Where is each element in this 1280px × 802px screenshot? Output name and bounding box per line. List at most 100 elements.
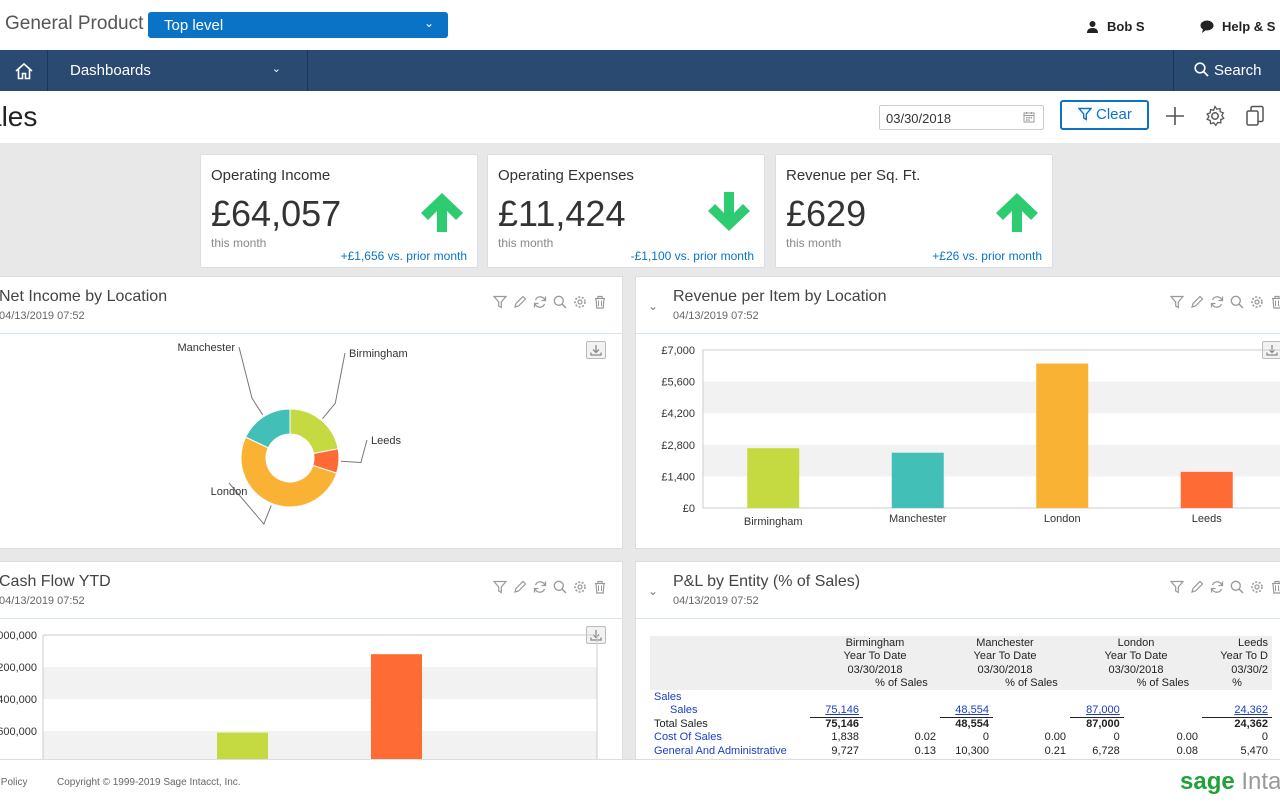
pl-cell	[1124, 704, 1202, 718]
add-icon[interactable]	[1164, 105, 1186, 127]
main-nav: Dashboards ⌄ Search	[0, 50, 1280, 91]
pl-cell: 0.00	[1044, 731, 1066, 744]
bar-manchester[interactable]	[891, 452, 944, 508]
filter-icon[interactable]	[1170, 295, 1184, 309]
pl-cell	[810, 690, 863, 704]
collapse-chevron-icon[interactable]: ⌄	[648, 299, 659, 313]
donut-slice-manchester[interactable]	[244, 408, 291, 449]
pl-row-label[interactable]: Sales	[670, 704, 698, 717]
donut-slice-london[interactable]	[240, 436, 338, 508]
gear-icon[interactable]	[573, 295, 587, 309]
trash-icon[interactable]	[1270, 580, 1280, 594]
panel-timestamp: 04/13/2019 07:52	[673, 310, 759, 322]
zoom-icon[interactable]	[553, 295, 567, 309]
filter-icon	[1077, 107, 1093, 121]
as-of-date-input[interactable]: 03/30/2018	[879, 105, 1044, 130]
pl-entity-name: Birmingham	[810, 636, 940, 650]
home-button[interactable]	[0, 50, 48, 91]
download-button[interactable]	[586, 341, 606, 359]
donut-slice-birmingham[interactable]	[289, 408, 339, 455]
bar-leeds[interactable]	[1180, 471, 1233, 508]
pl-cell: 24,362	[1234, 718, 1268, 730]
pl-row-label[interactable]: Sales	[654, 690, 682, 703]
pl-cell: 87,000	[1086, 718, 1120, 730]
zoom-icon[interactable]	[1230, 580, 1244, 594]
copy-icon[interactable]	[1244, 105, 1266, 127]
edit-icon[interactable]	[1190, 580, 1204, 594]
zoom-icon[interactable]	[553, 580, 567, 594]
pl-date-label: 03/30/2	[1202, 663, 1272, 677]
edit-icon[interactable]	[1190, 295, 1204, 309]
user-menu[interactable]: Bob S	[1086, 19, 1145, 34]
bar-birmingham[interactable]	[747, 448, 800, 508]
logo-sage: sage	[1180, 768, 1235, 795]
refresh-icon[interactable]	[533, 580, 547, 594]
chevron-down-icon: ⌄	[271, 63, 281, 75]
calendar-icon[interactable]	[1023, 111, 1035, 123]
donut-leader-line	[340, 439, 368, 463]
cash-flow-bar[interactable]	[217, 732, 268, 761]
gear-icon[interactable]	[1204, 105, 1226, 127]
chat-icon	[1200, 20, 1214, 33]
pl-cell	[940, 690, 993, 704]
refresh-icon[interactable]	[1210, 295, 1224, 309]
pl-cell	[993, 704, 1070, 718]
y-tick-label: 200,000	[0, 662, 37, 674]
help-menu[interactable]: Help & S	[1200, 19, 1275, 34]
pl-pct-label: % of Sales	[862, 676, 940, 690]
refresh-icon[interactable]	[533, 295, 547, 309]
trash-icon[interactable]	[1270, 295, 1280, 309]
pl-cell	[863, 690, 940, 704]
donut-label: Birmingham	[349, 348, 408, 360]
pl-cell	[1124, 717, 1202, 731]
footer: y Policy Copyright © 1999-2019 Sage Inta…	[0, 759, 1280, 802]
zoom-icon[interactable]	[1230, 295, 1244, 309]
pl-cell: 48,554	[955, 718, 989, 730]
search-button[interactable]: Search	[1173, 50, 1280, 91]
pl-cell	[1202, 690, 1272, 704]
pl-cell	[1124, 690, 1202, 704]
filter-icon[interactable]	[493, 580, 507, 594]
pl-row-label[interactable]: General And Administrative	[654, 744, 787, 757]
kpi-period: this month	[498, 236, 554, 250]
pl-entity-name: London	[1070, 636, 1202, 650]
gear-icon[interactable]	[573, 580, 587, 594]
pl-cell: 0	[1261, 731, 1268, 744]
refresh-icon[interactable]	[1210, 580, 1224, 594]
trash-icon[interactable]	[593, 295, 607, 309]
edit-icon[interactable]	[513, 295, 527, 309]
pl-row-label[interactable]: Cost Of Sales	[654, 731, 722, 744]
copyright-text: Copyright © 1999-2019 Sage Intacct, Inc.	[57, 777, 241, 788]
edit-icon[interactable]	[513, 580, 527, 594]
pl-row-label: Total Sales	[654, 717, 708, 730]
kpi-period: this month	[786, 236, 842, 250]
x-tick-label: Manchester	[889, 513, 947, 525]
gear-icon[interactable]	[1250, 580, 1264, 594]
kpi-title: Operating Expenses	[498, 167, 634, 184]
dashboards-menu[interactable]: Dashboards ⌄	[48, 50, 308, 91]
bar-london[interactable]	[1036, 363, 1089, 508]
app-title: General Product	[5, 13, 144, 34]
kpi-card-revenue-per-sqft[interactable]: Revenue per Sq. Ft. £629 this month +£26…	[775, 154, 1053, 268]
clear-filter-button[interactable]: Clear	[1060, 100, 1149, 130]
entity-select[interactable]: Top level ⌄	[148, 12, 448, 38]
kpi-card-operating-income[interactable]: Operating Income £64,057 this month +£1,…	[200, 154, 478, 268]
chevron-down-icon: ⌄	[423, 16, 434, 30]
filter-icon[interactable]	[1170, 580, 1184, 594]
cash-flow-bar[interactable]	[371, 654, 422, 761]
pl-cell: 0.00	[1176, 731, 1198, 744]
trash-icon[interactable]	[593, 580, 607, 594]
pl-pct-label: %	[1202, 676, 1272, 690]
kpi-card-operating-expenses[interactable]: Operating Expenses £11,424 this month -£…	[487, 154, 765, 268]
privacy-policy-link[interactable]: y Policy	[0, 777, 28, 788]
home-icon	[14, 62, 33, 79]
y-tick-label: £5,600	[661, 377, 695, 389]
pl-date-label: 03/30/2018	[940, 663, 1070, 677]
filter-icon[interactable]	[493, 295, 507, 309]
kpi-title: Revenue per Sq. Ft.	[786, 167, 921, 184]
gear-icon[interactable]	[1250, 295, 1264, 309]
pl-cell: 0.13	[914, 744, 936, 757]
panel-revenue-per-item: ⌄ Revenue per Item by Location 04/13/201…	[635, 276, 1280, 549]
collapse-chevron-icon[interactable]: ⌄	[648, 584, 659, 598]
pl-cell: 0	[982, 731, 989, 744]
